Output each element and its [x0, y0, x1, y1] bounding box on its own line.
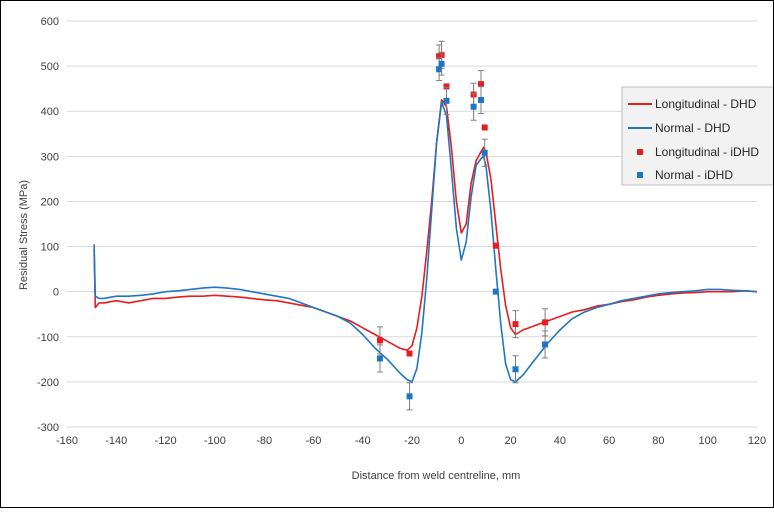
data-point-3	[512, 366, 519, 373]
data-point-3	[436, 66, 443, 73]
y-tick-label: -100	[37, 332, 59, 344]
gridlines	[67, 20, 757, 428]
data-point-3	[443, 97, 450, 104]
x-tick-label: 100	[699, 435, 717, 447]
x-tick-label: -60	[305, 435, 321, 447]
y-tick-label: 400	[41, 106, 59, 118]
legend-swatch-longitudinal-idhd	[637, 149, 643, 155]
x-tick-label: -140	[105, 435, 127, 447]
y-tick-label: 100	[41, 242, 59, 254]
x-tick-label: 40	[554, 435, 566, 447]
x-axis-title: Distance from weld centreline, mm	[352, 470, 521, 482]
data-point-2	[542, 319, 549, 326]
x-tick-label: 20	[504, 435, 516, 447]
marker-layer	[376, 40, 549, 411]
y-tick-label: 0	[53, 287, 59, 299]
x-tick-label: -40	[355, 435, 371, 447]
legend-label-normal-idhd: Normal - iDHD	[655, 168, 733, 182]
legend-label-longitudinal-dhd: Longitudinal - DHD	[655, 97, 757, 111]
data-point-2	[512, 321, 519, 328]
y-tick-label: -300	[37, 422, 59, 434]
data-point-2	[406, 350, 413, 357]
data-point-2	[443, 83, 450, 90]
data-point-2	[376, 337, 383, 344]
data-point-2	[478, 81, 484, 88]
data-point-3	[376, 355, 383, 362]
data-point-3	[438, 60, 445, 67]
data-point-3	[481, 149, 488, 156]
legend-swatch-normal-idhd	[637, 172, 643, 178]
x-tick-label: 80	[652, 435, 664, 447]
data-point-2	[492, 242, 499, 249]
x-tick-label: 0	[458, 435, 464, 447]
legend: Longitudinal - DHD Normal - DHD Longitud…	[621, 86, 774, 186]
y-tick-label: 300	[41, 151, 59, 163]
x-tick-label: -120	[155, 435, 177, 447]
data-point-3	[478, 96, 484, 103]
x-tick-label: 60	[603, 435, 615, 447]
data-point-3	[470, 103, 477, 110]
data-point-3	[406, 393, 413, 400]
y-tick-label: 200	[41, 196, 59, 208]
data-point-2	[481, 124, 488, 131]
y-axis-title: Residual Stress (MPa)	[18, 180, 30, 290]
y-tick-label: 500	[41, 61, 59, 73]
data-point-3	[542, 341, 549, 348]
y-tick-label: -200	[37, 377, 59, 389]
legend-label-normal-dhd: Normal - DHD	[655, 121, 731, 135]
legend-label-longitudinal-idhd: Longitudinal - iDHD	[655, 145, 759, 159]
x-tick-label: -20	[404, 435, 420, 447]
x-tick-label: -100	[204, 435, 226, 447]
x-tick-label: -160	[56, 435, 78, 447]
x-tick-label: -80	[256, 435, 272, 447]
data-point-3	[492, 288, 499, 295]
series-line-1	[93, 101, 758, 383]
x-tick-label: 120	[748, 435, 766, 447]
y-tick-label: 600	[41, 16, 59, 28]
